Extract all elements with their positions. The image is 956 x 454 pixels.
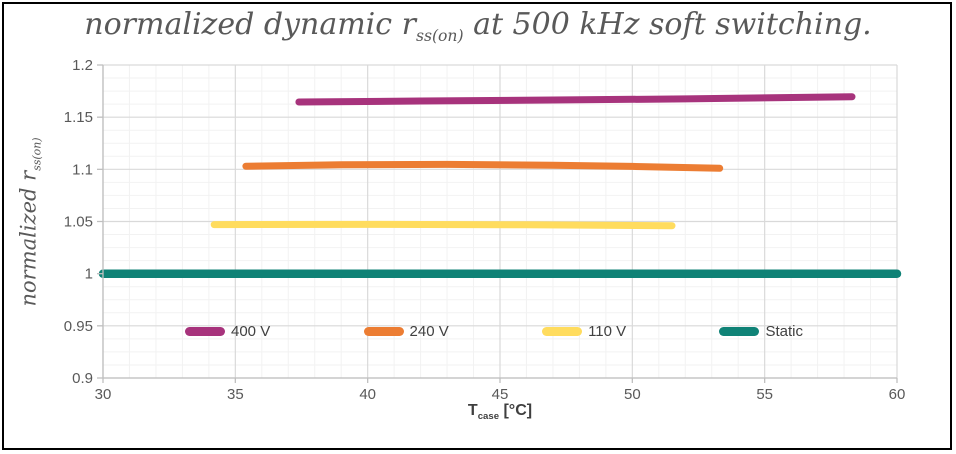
y-tick-label: 1 [85, 266, 93, 283]
x-tick-label: 35 [227, 386, 244, 403]
legend-item-240-v: 240 V [363, 322, 449, 340]
x-axis-title: Tcase [°C] [103, 402, 897, 422]
legend-label-240-v: 240 V [409, 322, 449, 340]
chart-title: normalized dynamic rss(on) at 500 kHz so… [0, 7, 956, 45]
legend-label-400-v: 400 V [231, 322, 271, 340]
y-tick-label: 1.1 [72, 161, 93, 178]
y-axis-title-subscript: ss(on) [30, 137, 44, 171]
x-tick-label: 40 [359, 386, 376, 403]
legend-swatch-400-v [185, 326, 225, 336]
legend-swatch-110-v [542, 326, 583, 336]
y-axis-title-text: normalized r [16, 170, 41, 307]
legend-swatch-240-v [363, 326, 404, 336]
legend-item-static: Static [719, 323, 803, 340]
x-axis-title-subscript: case [477, 411, 500, 423]
legend-label-110-v: 110 V [588, 322, 627, 340]
y-tick-label: 1.05 [64, 214, 93, 231]
x-tick-label: 55 [756, 386, 773, 403]
series-line-110-v [210, 220, 676, 230]
chart-title-text-tail: at 500 kHz soft switching. [463, 7, 872, 42]
series-line-400-v [295, 93, 856, 106]
chart-legend: 400 V 240 V 110 V Static [185, 321, 803, 341]
series-line-240-v [242, 160, 724, 172]
x-axis-title-text: T [467, 402, 478, 419]
x-tick-label: 30 [95, 386, 112, 403]
y-tick-label: 1.15 [64, 109, 93, 126]
x-tick-label: 60 [889, 386, 906, 403]
legend-item-110-v: 110 V [542, 323, 626, 340]
x-tick-label: 50 [624, 386, 641, 403]
y-tick-label: 0.9 [72, 370, 93, 387]
y-tick-label: 1.2 [72, 57, 93, 74]
x-tick-label: 45 [492, 386, 509, 403]
x-axis-title-text-tail: [°C] [499, 402, 533, 419]
legend-label-static: Static [765, 322, 803, 340]
legend-swatch-static [719, 326, 760, 336]
y-axis-title: normalized rss(on) [16, 137, 43, 306]
chart-title-subscript: ss(on) [415, 27, 464, 45]
legend-item-400-v: 400 V [185, 323, 270, 340]
chart-title-text: normalized dynamic r [84, 7, 416, 42]
y-tick-label: 0.95 [64, 318, 93, 335]
